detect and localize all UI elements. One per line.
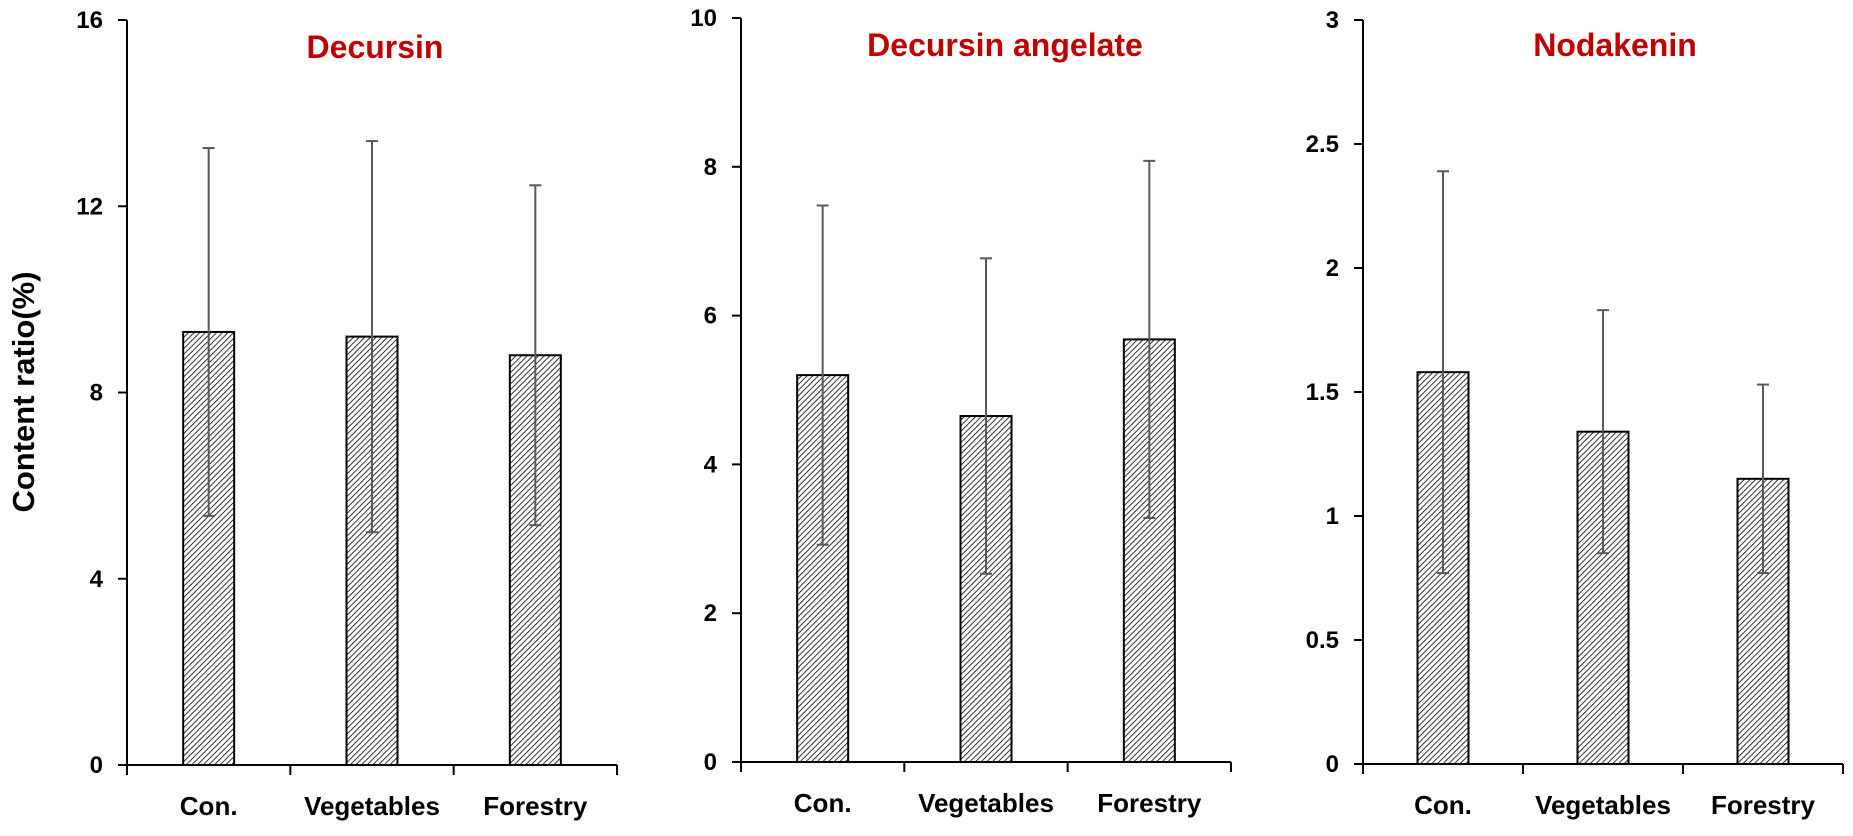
y-tick-label: 1 [1326, 503, 1339, 530]
y-axis-label: Content ratio(%) [6, 271, 41, 512]
y-tick-label: 4 [704, 451, 718, 478]
chart-panel-2: Decursin angelate 0 2 4 6 8 10 Con. Vegetables Fo… [690, 5, 1232, 818]
y-tick-label: 0 [90, 752, 103, 779]
y-tick-label: 0.5 [1306, 627, 1339, 654]
x-tick-label: Forestry [1711, 790, 1816, 820]
y-tick-label: 2 [1326, 255, 1339, 282]
chart-panel-3: Nodakenin 0 0.5 1 1.5 2 2.5 3 Con. Vegetables Fore… [1306, 7, 1844, 820]
x-tick-label: Forestry [1097, 788, 1202, 818]
y-tick-label: 0 [1326, 751, 1339, 778]
x-tick-label: Vegetables [918, 788, 1054, 818]
chart-title: Nodakenin [1533, 27, 1697, 63]
y-tick-label: 2.5 [1306, 131, 1339, 158]
y-tick-label: 8 [90, 380, 103, 407]
y-tick-label: 16 [76, 7, 103, 34]
x-tick-label: Con. [180, 791, 238, 821]
y-tick-label: 12 [76, 193, 103, 220]
y-tick-label: 8 [704, 154, 717, 181]
y-tick-label: 2 [704, 600, 717, 627]
x-tick-label: Vegetables [304, 791, 440, 821]
y-tick-label: 6 [704, 303, 717, 330]
y-tick-label: 10 [690, 5, 717, 32]
y-tick-label: 3 [1326, 7, 1339, 34]
x-tick-label: Con. [794, 788, 852, 818]
y-tick-label: 4 [90, 566, 104, 593]
chart-title: Decursin angelate [867, 27, 1143, 63]
y-tick-label: 0 [704, 749, 717, 776]
x-tick-label: Vegetables [1535, 790, 1671, 820]
y-tick-label: 1.5 [1306, 379, 1339, 406]
chart-panel-1: Decursin 0 4 8 12 16 Con. Vegetables Forestry [76, 7, 618, 821]
chart-title: Decursin [307, 29, 444, 65]
x-tick-label: Forestry [483, 791, 588, 821]
x-tick-label: Con. [1414, 790, 1472, 820]
